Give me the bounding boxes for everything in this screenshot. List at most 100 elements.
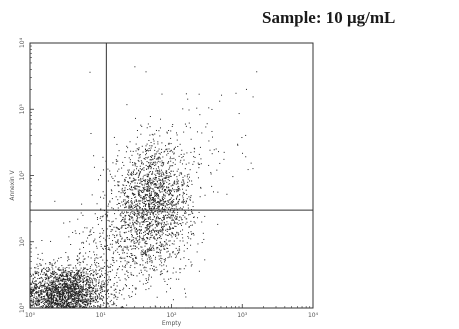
- scatter-point: [76, 293, 78, 295]
- scatter-point: [167, 250, 169, 252]
- scatter-point: [186, 221, 188, 223]
- scatter-point: [130, 253, 132, 255]
- scatter-point: [129, 296, 131, 298]
- scatter-point: [92, 300, 94, 302]
- scatter-point: [35, 307, 37, 309]
- scatter-point: [121, 187, 123, 189]
- scatter-point: [94, 263, 96, 265]
- scatter-point: [122, 306, 124, 308]
- scatter-point: [132, 307, 134, 309]
- scatter-point: [97, 297, 99, 299]
- scatter-point: [116, 160, 118, 162]
- scatter-point: [136, 257, 138, 259]
- scatter-point: [83, 268, 85, 270]
- scatter-point: [153, 200, 155, 202]
- scatter-point: [143, 221, 145, 222]
- scatter-point: [67, 283, 69, 285]
- scatter-point: [138, 160, 140, 162]
- scatter-point: [147, 181, 149, 183]
- scatter-point: [66, 274, 68, 276]
- x-axis-ticks: 10⁰ 10¹ 10² 10³ 10⁴: [25, 304, 319, 319]
- scatter-point: [145, 150, 147, 152]
- scatter-point: [89, 297, 91, 299]
- scatter-point: [143, 197, 145, 199]
- scatter-point: [61, 307, 63, 309]
- scatter-point: [50, 297, 52, 299]
- scatter-point: [146, 127, 148, 129]
- scatter-point: [49, 289, 51, 291]
- scatter-point: [51, 298, 53, 300]
- scatter-point: [106, 290, 108, 292]
- scatter-point: [124, 187, 126, 189]
- scatter-point: [77, 272, 79, 274]
- scatter-point: [66, 285, 68, 287]
- scatter-point: [171, 243, 173, 245]
- scatter-point: [141, 191, 143, 193]
- scatter-point: [55, 303, 57, 305]
- scatter-point: [86, 268, 88, 270]
- scatter-point: [60, 278, 62, 280]
- scatter-point: [191, 233, 193, 235]
- scatter-point: [29, 288, 31, 290]
- scatter-point: [71, 306, 73, 308]
- scatter-point: [138, 174, 140, 176]
- scatter-point: [81, 297, 83, 299]
- scatter-point: [125, 185, 127, 187]
- scatter-point: [79, 299, 81, 301]
- scatter-point: [91, 289, 93, 291]
- scatter-point: [60, 304, 62, 306]
- scatter-point: [64, 296, 66, 298]
- scatter-point: [153, 204, 155, 206]
- scatter-point: [143, 196, 145, 197]
- scatter-point: [151, 210, 153, 212]
- scatter-point: [61, 271, 63, 273]
- scatter-point: [49, 307, 51, 309]
- scatter-point: [166, 154, 168, 156]
- scatter-point: [104, 239, 106, 241]
- scatter-point: [81, 307, 83, 309]
- scatter-point: [149, 192, 151, 194]
- scatter-point: [146, 226, 148, 228]
- y-tick-label: 10⁰: [19, 302, 26, 313]
- scatter-point: [131, 291, 133, 293]
- scatter-point: [189, 169, 191, 171]
- scatter-point: [168, 180, 170, 182]
- scatter-point: [159, 127, 161, 129]
- scatter-point: [89, 293, 91, 295]
- scatter-point: [85, 240, 87, 242]
- scatter-point: [64, 281, 66, 283]
- scatter-point: [245, 156, 247, 158]
- scatter-point: [163, 264, 165, 266]
- scatter-point: [72, 299, 74, 301]
- scatter-point: [76, 301, 78, 303]
- scatter-point: [73, 306, 75, 308]
- scatter-point: [152, 158, 154, 160]
- scatter-points: [29, 66, 258, 309]
- scatter-point: [145, 184, 147, 186]
- scatter-point: [134, 173, 136, 175]
- scatter-point: [32, 288, 34, 290]
- scatter-point: [135, 185, 137, 187]
- scatter-point: [41, 307, 43, 309]
- scatter-point: [80, 262, 82, 264]
- scatter-point: [63, 279, 65, 281]
- scatter-point: [86, 307, 88, 309]
- scatter-point: [76, 307, 78, 309]
- scatter-point: [163, 177, 165, 179]
- scatter-point: [167, 162, 169, 164]
- scatter-point: [81, 272, 83, 274]
- scatter-point: [37, 278, 39, 280]
- scatter-point: [147, 216, 149, 218]
- scatter-point: [40, 264, 42, 266]
- scatter-point: [52, 291, 54, 293]
- scatter-point: [136, 185, 138, 187]
- scatter-point: [78, 275, 80, 277]
- scatter-point: [139, 223, 141, 225]
- scatter-point: [67, 302, 69, 304]
- scatter-point: [150, 285, 152, 287]
- scatter-point: [158, 255, 160, 257]
- scatter-point: [198, 163, 200, 165]
- scatter-point: [160, 257, 162, 259]
- scatter-point: [122, 265, 124, 267]
- scatter-point: [148, 193, 150, 195]
